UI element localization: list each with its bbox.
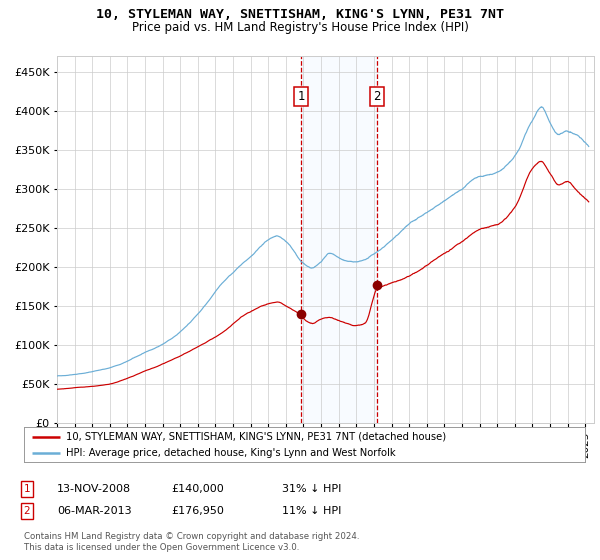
Text: HPI: Average price, detached house, King's Lynn and West Norfolk: HPI: Average price, detached house, King… <box>66 449 396 458</box>
Bar <box>301 56 377 423</box>
Text: 31% ↓ HPI: 31% ↓ HPI <box>282 484 341 494</box>
Text: 06-MAR-2013: 06-MAR-2013 <box>57 506 131 516</box>
Text: 1: 1 <box>23 484 31 494</box>
Text: 10, STYLEMAN WAY, SNETTISHAM, KING'S LYNN, PE31 7NT (detached house): 10, STYLEMAN WAY, SNETTISHAM, KING'S LYN… <box>66 432 446 442</box>
Text: 1: 1 <box>298 90 305 103</box>
Text: 2: 2 <box>373 90 381 103</box>
Text: £176,950: £176,950 <box>171 506 224 516</box>
Text: 2: 2 <box>23 506 31 516</box>
Text: This data is licensed under the Open Government Licence v3.0.: This data is licensed under the Open Gov… <box>24 543 299 552</box>
Text: 10, STYLEMAN WAY, SNETTISHAM, KING'S LYNN, PE31 7NT: 10, STYLEMAN WAY, SNETTISHAM, KING'S LYN… <box>96 8 504 21</box>
Text: 13-NOV-2008: 13-NOV-2008 <box>57 484 131 494</box>
Text: 11% ↓ HPI: 11% ↓ HPI <box>282 506 341 516</box>
Text: Price paid vs. HM Land Registry's House Price Index (HPI): Price paid vs. HM Land Registry's House … <box>131 21 469 34</box>
Text: Contains HM Land Registry data © Crown copyright and database right 2024.: Contains HM Land Registry data © Crown c… <box>24 532 359 541</box>
Text: £140,000: £140,000 <box>171 484 224 494</box>
